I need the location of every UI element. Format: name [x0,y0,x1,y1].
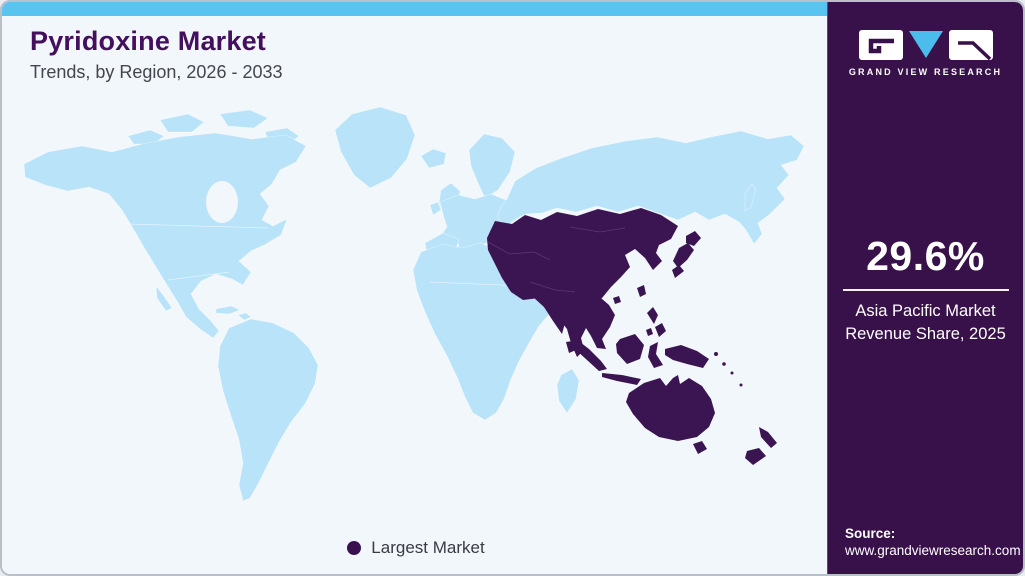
logo-g-icon [858,30,903,60]
header: Pyridoxine Market Trends, by Region, 202… [30,26,283,83]
light-landmasses [23,106,805,502]
source-url: www.grandviewresearch.com [845,543,1021,558]
gvr-logo-marks [828,30,1023,61]
stat-divider [842,289,1009,291]
source-block: Source: www.grandviewresearch.com [845,526,1021,558]
stat-block: 29.6% Asia Pacific Market Revenue Share,… [828,236,1023,346]
sidebar: GRAND VIEW RESEARCH 29.6% Asia Pacific M… [827,2,1023,574]
gvr-logo: GRAND VIEW RESEARCH [828,30,1023,77]
logo-v-icon [908,31,943,58]
page-title: Pyridoxine Market [30,26,266,56]
largest-market-dot-icon [347,541,362,555]
page-subtitle: Trends, by Region, 2026 - 2033 [30,62,283,82]
stat-label: Asia Pacific Market Revenue Share, 2025 [828,300,1023,346]
legend: Largest Market [2,538,830,558]
stat-label-line1: Asia Pacific Market [855,302,996,320]
highlight-borders [487,226,626,293]
logo-r-icon [948,30,993,61]
top-accent-bar [2,2,830,16]
logo-brand-text: GRAND VIEW RESEARCH [848,67,1003,77]
stat-label-line2: Revenue Share, 2025 [845,325,1006,344]
source-label: Source: [845,526,896,541]
legend-label: Largest Market [371,538,485,557]
stat-value: 29.6% [866,233,985,279]
world-map-svg [23,106,805,502]
asia-pacific-highlight [487,208,777,465]
world-map [10,102,805,524]
